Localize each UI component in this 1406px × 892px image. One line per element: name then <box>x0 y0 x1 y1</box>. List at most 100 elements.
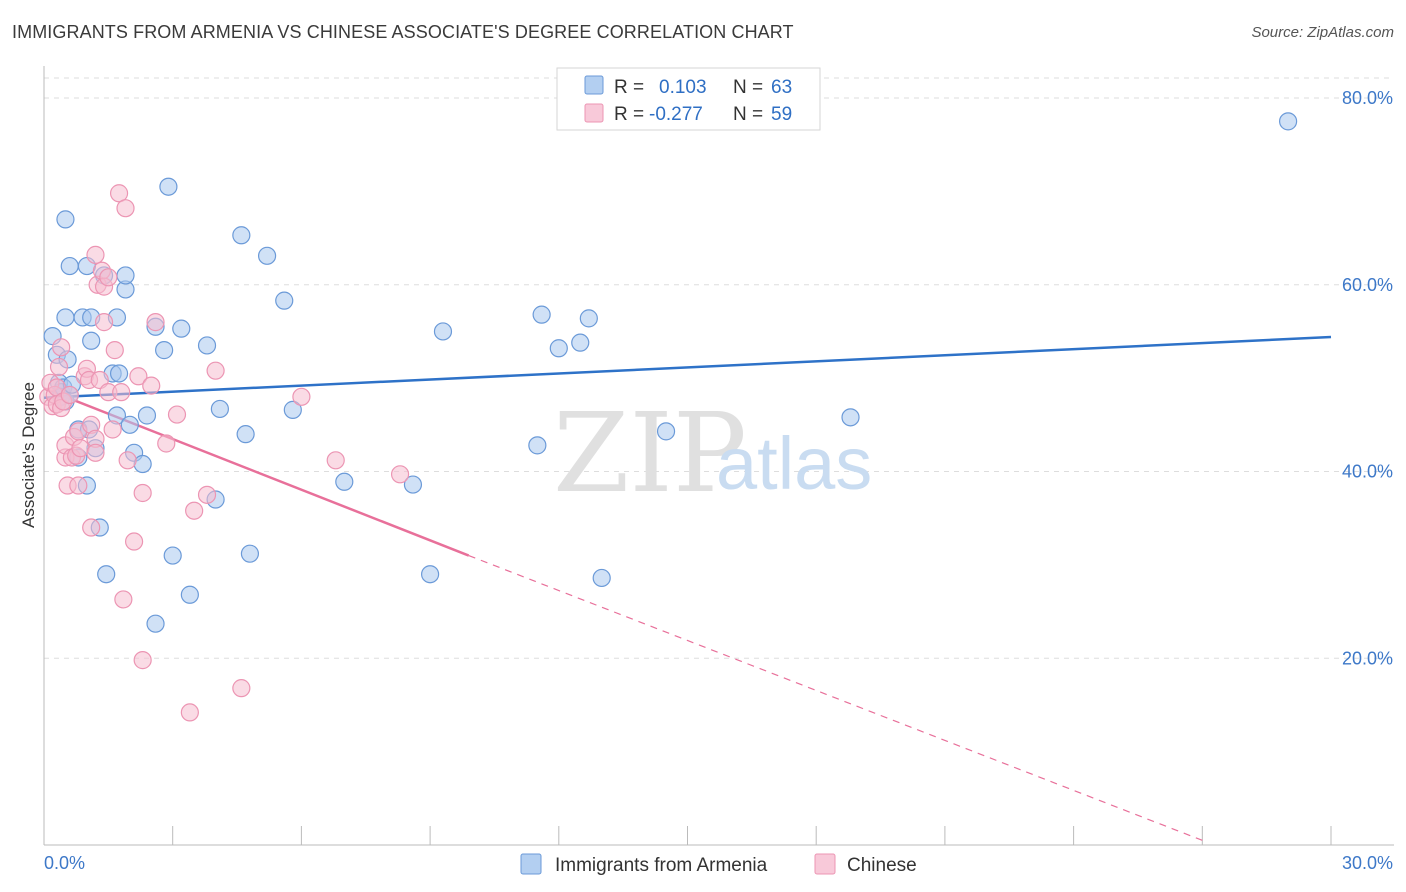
axes <box>43 66 1394 846</box>
point-armenia <box>210 399 229 419</box>
point-armenia <box>841 408 860 427</box>
point-chinese <box>232 679 251 698</box>
point-chinese <box>94 313 114 332</box>
watermark: ZIP atlas <box>553 389 872 517</box>
point-armenia <box>146 614 165 633</box>
chart-title: IMMIGRANTS FROM ARMENIA VS CHINESE ASSOC… <box>12 22 794 42</box>
point-chinese <box>82 518 101 537</box>
point-chinese <box>206 361 225 380</box>
point-chinese <box>112 383 131 402</box>
y-tick-label: 20.0% <box>1342 648 1393 668</box>
point-armenia <box>240 544 260 563</box>
point-chinese <box>326 451 345 470</box>
gridlines <box>44 77 1394 659</box>
point-armenia <box>109 364 129 383</box>
legend-n-label: N = <box>733 77 763 98</box>
point-armenia <box>532 305 551 324</box>
point-chinese <box>52 338 71 357</box>
tick-labels: 20.0% 40.0% 60.0% 80.0% 0.0% 30.0% <box>44 88 1393 873</box>
point-chinese <box>133 651 152 670</box>
point-chinese <box>292 387 311 406</box>
point-chinese <box>157 434 176 453</box>
correlation-legend: R = 0.103 N = 63 R = -0.277 N = 59 <box>556 67 821 131</box>
series-label-chinese: Chinese <box>847 855 917 876</box>
point-chinese <box>60 385 79 405</box>
watermark-atlas: atlas <box>716 422 872 505</box>
point-armenia <box>421 565 440 584</box>
point-armenia <box>56 308 75 327</box>
point-chinese <box>133 483 152 503</box>
point-armenia <box>155 341 174 360</box>
point-chinese <box>129 367 148 386</box>
point-chinese <box>146 313 165 332</box>
point-armenia <box>528 436 547 455</box>
point-armenia <box>197 336 217 355</box>
point-chinese <box>197 485 217 504</box>
series-legend: Immigrants from Armenia Chinese <box>520 853 917 876</box>
legend-n-value: 59 <box>771 104 792 125</box>
point-armenia <box>232 226 251 245</box>
legend-r-value: -0.277 <box>649 104 703 125</box>
data-points <box>39 112 1298 722</box>
point-chinese <box>86 443 105 462</box>
point-chinese <box>99 268 118 287</box>
y-axis-label: Associate's Degree <box>19 382 38 528</box>
point-armenia <box>116 266 135 285</box>
point-chinese <box>185 501 204 520</box>
series-label-armenia: Immigrants from Armenia <box>555 855 768 876</box>
trend-line-chinese-extrapolated <box>468 554 1203 841</box>
point-armenia <box>97 565 116 584</box>
series-swatch-chinese <box>814 853 836 875</box>
point-armenia <box>82 331 101 350</box>
trend-line-armenia <box>43 335 1332 399</box>
point-chinese <box>390 465 410 484</box>
point-armenia <box>275 291 294 310</box>
point-armenia <box>549 339 568 358</box>
point-chinese <box>71 439 90 458</box>
point-chinese <box>116 199 135 218</box>
point-armenia <box>579 309 598 328</box>
point-chinese <box>105 341 124 360</box>
point-armenia <box>656 422 676 441</box>
y-tick-label: 40.0% <box>1342 462 1393 482</box>
point-armenia <box>172 319 191 338</box>
watermark-zip: ZIP <box>553 389 747 517</box>
point-armenia <box>56 210 75 229</box>
point-armenia <box>137 406 157 425</box>
point-armenia <box>159 177 178 196</box>
point-chinese <box>49 357 69 377</box>
point-chinese <box>124 532 144 551</box>
point-chinese <box>142 376 161 395</box>
point-armenia <box>180 585 199 604</box>
legend-r-label: R = <box>614 104 644 125</box>
legend-swatch-blue <box>584 75 604 95</box>
y-tick-label: 60.0% <box>1342 275 1393 295</box>
point-chinese <box>114 590 133 609</box>
point-armenia <box>1278 112 1298 131</box>
point-armenia <box>592 568 611 588</box>
series-swatch-armenia <box>520 853 542 875</box>
point-armenia <box>257 246 277 265</box>
point-chinese <box>103 420 122 439</box>
point-chinese <box>109 184 129 203</box>
legend-r-value: 0.103 <box>659 77 707 98</box>
legend-n-value: 63 <box>771 77 792 98</box>
point-chinese <box>118 451 137 470</box>
x-tick-label: 0.0% <box>44 853 85 873</box>
point-armenia <box>571 333 590 352</box>
point-chinese <box>180 703 199 722</box>
point-armenia <box>433 322 453 341</box>
point-armenia <box>283 400 302 419</box>
x-tick-label: 30.0% <box>1342 853 1393 873</box>
point-chinese <box>69 476 88 495</box>
point-chinese <box>167 405 187 424</box>
point-armenia <box>236 425 255 444</box>
point-armenia <box>163 546 182 565</box>
point-armenia <box>60 256 79 276</box>
source-credit: Source: ZipAtlas.com <box>1251 24 1394 41</box>
point-armenia <box>120 415 139 434</box>
point-chinese <box>86 245 105 264</box>
point-armenia <box>335 472 354 491</box>
legend-r-label: R = <box>614 77 644 98</box>
